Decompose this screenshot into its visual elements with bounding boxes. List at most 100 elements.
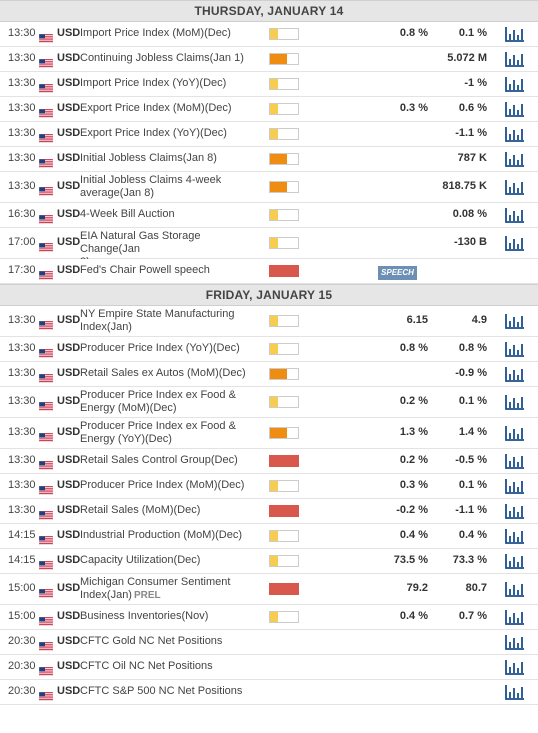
bar-chart-icon[interactable] [505,207,525,223]
bar-chart-icon[interactable] [505,425,525,441]
event-row[interactable]: 13:30 USD Producer Price Index (MoM)(Dec) 0… [0,474,538,499]
event-row[interactable]: 20:30 USD CFTC S&P 500 NC Net Positions [0,680,538,705]
event-row[interactable]: 16:30 USD 4-Week Bill Auction 0.08 % [0,203,538,228]
bar-chart-icon[interactable] [505,179,525,195]
bar-chart-icon[interactable] [505,528,525,544]
impact-fill [270,104,279,114]
event-row[interactable]: 14:15 USD Capacity Utilization(Dec) 73.5 % 7… [0,549,538,574]
event-name[interactable]: Retail Sales Control Group(Dec) [80,454,262,467]
bar-chart-icon[interactable] [505,478,525,494]
bar-chart-icon[interactable] [505,366,525,382]
event-forecast: -0.9 % [455,367,487,379]
bar-chart-icon[interactable] [505,101,525,117]
event-row[interactable]: 17:30 USD Fed's Chair Powell speech SPEECH [0,259,538,284]
event-row[interactable]: 13:30 USD Import Price Index (MoM)(Dec) 0.8… [0,22,538,47]
bar-chart-icon[interactable] [505,453,525,469]
bar-chart-icon[interactable] [505,26,525,42]
us-flag-icon [38,429,54,442]
event-time: 16:30 [8,208,36,220]
event-currency: USD [57,582,81,594]
impact-bar [269,396,299,408]
event-row[interactable]: 20:30 USD CFTC Oil NC Net Positions [0,655,538,680]
bar-chart-icon[interactable] [505,553,525,569]
event-name[interactable]: CFTC Gold NC Net Positions [80,635,262,648]
event-row[interactable]: 13:30 USD Export Price Index (YoY)(Dec) -1.… [0,122,538,147]
event-row[interactable]: 13:30 USD Producer Price Index ex Food & En… [0,418,538,449]
event-row[interactable]: 13:30 USD Continuing Jobless Claims(Jan 1)… [0,47,538,72]
bar-chart-icon[interactable] [505,581,525,597]
event-name[interactable]: Producer Price Index ex Food & Energy (Yo… [80,420,262,446]
speech-badge[interactable]: SPEECH [378,266,417,280]
event-row[interactable]: 13:30 USD Producer Price Index ex Food & En… [0,387,538,418]
event-actual: 73.5 % [393,554,428,566]
event-name[interactable]: Michigan Consumer Sentiment Index(Jan) PRE… [80,576,262,602]
event-name-line: Continuing Jobless Claims(Jan 1) [80,52,244,64]
bar-chart-icon[interactable] [505,126,525,142]
us-flag-icon [38,211,54,224]
event-currency: USD [57,264,81,276]
event-name[interactable]: CFTC S&P 500 NC Net Positions [80,685,262,698]
event-row[interactable]: 14:15 USD Industrial Production (MoM)(Dec)… [0,524,538,549]
bar-chart-icon[interactable] [505,394,525,410]
event-name[interactable]: Industrial Production (MoM)(Dec) [80,529,262,542]
event-name[interactable]: Business Inventories(Nov) [80,610,262,623]
event-row[interactable]: 13:30 USD NY Empire State Manufacturing Ind… [0,306,538,337]
bar-chart-icon[interactable] [505,313,525,329]
bar-chart-icon[interactable] [505,151,525,167]
event-name[interactable]: Producer Price Index (YoY)(Dec) [80,342,262,355]
impact-bar [269,343,299,355]
event-name[interactable]: NY Empire State Manufacturing Index(Jan) [80,308,262,334]
event-name[interactable]: Retail Sales ex Autos (MoM)(Dec) [80,367,262,380]
bar-chart-icon[interactable] [505,609,525,625]
event-row[interactable]: 17:00 USD EIA Natural Gas Storage Change(J… [0,228,538,268]
impact-fill [270,612,279,622]
event-name[interactable]: Producer Price Index (MoM)(Dec) [80,479,262,492]
event-row[interactable]: 13:30 USD Initial Jobless Claims 4-week ave… [0,172,538,203]
event-name[interactable]: Producer Price Index ex Food & Energy (Mo… [80,389,262,415]
event-name-line: Producer Price Index (MoM)(Dec) [80,479,245,491]
bar-chart-icon[interactable] [505,659,525,675]
event-row[interactable]: 15:00 USD Michigan Consumer Sentiment Index… [0,574,538,605]
event-name[interactable]: Initial Jobless Claims(Jan 8) [80,152,262,165]
impact-bar [269,53,299,65]
bar-chart-icon[interactable] [505,235,525,251]
event-name[interactable]: Import Price Index (MoM)(Dec) [80,27,262,40]
impact-bar [269,530,299,542]
event-currency: USD [57,426,81,438]
impact-bar [269,480,299,492]
us-flag-icon [38,613,54,626]
event-name[interactable]: Export Price Index (YoY)(Dec) [80,127,262,140]
event-row[interactable]: 13:30 USD Producer Price Index (YoY)(Dec) 0… [0,337,538,362]
event-time: 15:00 [8,582,36,594]
us-flag-icon [38,688,54,701]
bar-chart-icon[interactable] [505,341,525,357]
event-row[interactable]: 13:30 USD Import Price Index (YoY)(Dec) -1 … [0,72,538,97]
event-name-line: Fed's Chair Powell speech [80,264,210,276]
event-row[interactable]: 20:30 USD CFTC Gold NC Net Positions [0,630,538,655]
event-row[interactable]: 13:30 USD Retail Sales ex Autos (MoM)(Dec)… [0,362,538,387]
event-name[interactable]: Capacity Utilization(Dec) [80,554,262,567]
bar-chart-icon[interactable] [505,503,525,519]
bar-chart-icon[interactable] [505,634,525,650]
event-name[interactable]: CFTC Oil NC Net Positions [80,660,262,673]
event-currency: USD [57,660,81,672]
event-name[interactable]: Continuing Jobless Claims(Jan 1) [80,52,262,65]
event-row[interactable]: 13:30 USD Retail Sales (MoM)(Dec) -0.2 % -1.… [0,499,538,524]
event-name[interactable]: Import Price Index (YoY)(Dec) [80,77,262,90]
event-name[interactable]: Fed's Chair Powell speech [80,264,262,277]
bar-chart-icon[interactable] [505,684,525,700]
event-name-line: Export Price Index (MoM)(Dec) [80,102,232,114]
bar-chart-icon[interactable] [505,51,525,67]
event-row[interactable]: 13:30 USD Initial Jobless Claims(Jan 8) 787… [0,147,538,172]
event-name[interactable]: Export Price Index (MoM)(Dec) [80,102,262,115]
event-forecast: 0.7 % [458,610,487,622]
event-name[interactable]: 4-Week Bill Auction [80,208,262,221]
event-forecast: 0.08 % [452,208,487,220]
bar-chart-icon[interactable] [505,76,525,92]
event-name[interactable]: Retail Sales (MoM)(Dec) [80,504,262,517]
event-row[interactable]: 13:30 USD Retail Sales Control Group(Dec) 0… [0,449,538,474]
event-row[interactable]: 15:00 USD Business Inventories(Nov) 0.4 % 0.… [0,605,538,630]
event-name[interactable]: Initial Jobless Claims 4-week average(Jan… [80,174,262,200]
event-row[interactable]: 13:30 USD Export Price Index (MoM)(Dec) 0.3… [0,97,538,122]
event-actual: -0.2 % [396,504,428,516]
